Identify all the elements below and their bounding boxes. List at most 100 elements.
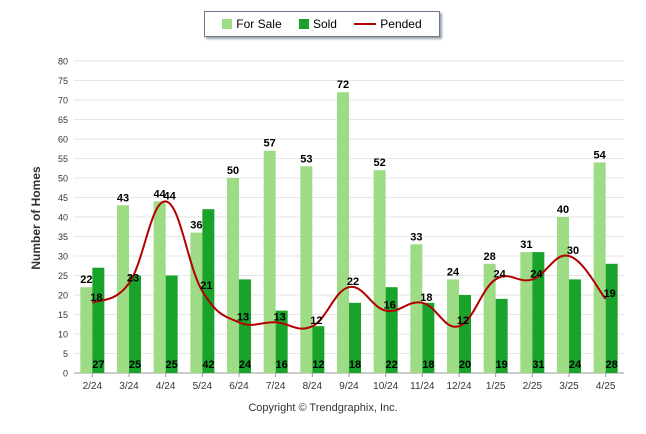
x-tick-label: 9/24 — [339, 381, 359, 392]
pended-data-label: 13 — [274, 311, 286, 323]
sold-data-label: 16 — [276, 359, 288, 371]
for-sale-bar — [520, 252, 533, 373]
y-tick-label: 0 — [63, 369, 68, 379]
sold-data-label: 22 — [386, 359, 398, 371]
pended-data-label: 12 — [457, 315, 469, 327]
sold-data-label: 31 — [532, 359, 544, 371]
sold-data-label: 25 — [129, 359, 141, 371]
pended-data-label: 22 — [347, 276, 359, 288]
for-sale-bar — [263, 150, 276, 373]
sold-bar — [202, 209, 215, 373]
for-sale-data-label: 72 — [337, 79, 349, 91]
pended-data-label: 23 — [127, 272, 139, 284]
for-sale-data-label: 43 — [117, 192, 129, 204]
x-tick-label: 8/24 — [303, 381, 323, 392]
sold-bar — [605, 263, 618, 373]
sold-data-label: 27 — [92, 359, 104, 371]
pended-data-label: 13 — [237, 311, 249, 323]
pended-data-label: 24 — [530, 268, 543, 280]
for-sale-bar — [227, 178, 239, 373]
sold-bar — [312, 326, 325, 373]
for-sale-bar — [557, 217, 569, 373]
y-tick-label: 25 — [58, 271, 68, 281]
sold-bar — [349, 302, 361, 373]
sold-bar — [532, 252, 545, 373]
for-sale-swatch — [222, 19, 233, 29]
sold-bar — [385, 287, 398, 373]
sold-bar — [459, 295, 471, 373]
sold-swatch — [298, 19, 309, 29]
for-sale-data-label: 50 — [227, 165, 239, 177]
sold-data-label: 18 — [349, 359, 361, 371]
legend-label-pended: Pended — [380, 17, 422, 31]
sold-bar — [165, 275, 178, 373]
x-tick-label: 1/25 — [486, 381, 506, 392]
pended-data-label: 19 — [604, 288, 616, 300]
sold-data-label: 19 — [496, 359, 508, 371]
for-sale-data-label: 22 — [80, 274, 92, 286]
for-sale-data-label: 54 — [594, 149, 607, 161]
y-tick-label: 60 — [58, 135, 68, 145]
sold-data-label: 18 — [422, 359, 434, 371]
for-sale-bar — [337, 92, 349, 373]
for-sale-data-label: 40 — [557, 204, 569, 216]
sold-data-label: 42 — [202, 359, 214, 371]
sold-bar — [569, 279, 581, 373]
y-axis-label: Number of Homes — [29, 166, 43, 270]
for-sale-bar — [483, 263, 496, 373]
for-sale-data-label: 36 — [190, 220, 202, 232]
for-sale-data-label: 28 — [484, 251, 496, 263]
pended-data-label: 24 — [494, 268, 507, 280]
sold-data-label: 24 — [569, 359, 582, 371]
y-tick-label: 50 — [58, 174, 68, 184]
y-tick-label: 40 — [58, 213, 68, 223]
sold-data-label: 20 — [459, 359, 471, 371]
sold-data-label: 28 — [606, 359, 618, 371]
legend-label-sold: Sold — [312, 17, 337, 31]
for-sale-bar — [593, 162, 606, 373]
legend-item-sold: Sold — [298, 17, 337, 31]
copyright-footer: Copyright © Trendgraphix, Inc. — [248, 402, 398, 414]
x-tick-label: 2/24 — [83, 381, 103, 392]
sold-bar — [422, 302, 435, 373]
for-sale-data-label: 33 — [410, 231, 422, 243]
x-tick-label: 4/25 — [596, 381, 616, 392]
for-sale-data-label: 57 — [264, 138, 276, 150]
legend-label-for-sale: For Sale — [236, 17, 282, 31]
pended-data-label: 18 — [90, 292, 102, 304]
y-tick-label: 35 — [58, 232, 68, 242]
for-sale-data-label: 52 — [374, 157, 386, 169]
x-tick-label: 10/24 — [373, 381, 398, 392]
x-tick-label: 12/24 — [446, 381, 471, 392]
y-tick-label: 75 — [58, 76, 68, 86]
for-sale-data-label: 24 — [447, 266, 460, 278]
pended-data-label: 44 — [164, 190, 177, 202]
x-tick-label: 4/24 — [156, 381, 176, 392]
for-sale-bar — [80, 287, 93, 373]
pended-line — [91, 200, 607, 330]
pended-swatch — [354, 23, 377, 25]
x-tick-label: 3/24 — [119, 381, 139, 392]
legend-item-for-sale: For Sale — [222, 17, 282, 31]
for-sale-bar — [373, 170, 386, 373]
pended-data-label: 16 — [384, 300, 396, 312]
x-tick-label: 6/24 — [229, 381, 249, 392]
legend: For Sale Sold Pended — [204, 11, 440, 37]
pended-data-label: 12 — [310, 315, 322, 327]
y-tick-label: 70 — [58, 96, 68, 106]
for-sale-bar — [300, 166, 313, 373]
for-sale-bar — [153, 201, 166, 373]
sold-bar — [129, 275, 141, 373]
y-tick-label: 10 — [58, 330, 68, 340]
sold-bar — [92, 267, 105, 373]
for-sale-data-label: 53 — [300, 153, 312, 165]
sold-data-label: 12 — [312, 359, 324, 371]
x-tick-label: 7/24 — [266, 381, 286, 392]
y-tick-label: 80 — [58, 57, 68, 67]
sold-bar — [495, 298, 508, 373]
for-sale-data-label: 44 — [154, 188, 167, 200]
sold-bar — [239, 279, 251, 373]
y-tick-label: 30 — [58, 252, 68, 262]
legend-item-pended: Pended — [354, 17, 422, 31]
